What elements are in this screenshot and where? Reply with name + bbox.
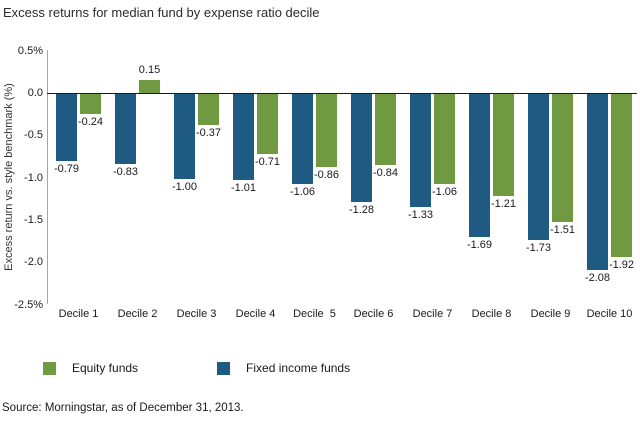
y-tick-label: -2.0 bbox=[24, 256, 43, 269]
bar-value-label: 0.15 bbox=[138, 64, 161, 77]
x-axis-label: Decile 10 bbox=[586, 308, 633, 320]
bar-value-label: -0.79 bbox=[53, 162, 80, 175]
bar-value-label: -0.83 bbox=[112, 166, 139, 179]
y-axis-line bbox=[47, 50, 48, 304]
fixed-income-bar-decile-2 bbox=[115, 94, 136, 165]
equity-bar-decile-10 bbox=[611, 94, 632, 257]
bar-value-label: -1.28 bbox=[348, 204, 375, 217]
fixed-income-funds-swatch bbox=[217, 361, 231, 375]
y-tick-label: 0.5% bbox=[17, 44, 43, 57]
bar-value-label: -1.73 bbox=[525, 242, 552, 255]
x-axis-label: Decile 9 bbox=[530, 308, 571, 320]
bar-value-label: -1.69 bbox=[466, 239, 493, 252]
x-axis-label: Decile 2 bbox=[117, 308, 158, 320]
bar-value-label: -1.01 bbox=[230, 181, 257, 194]
y-tick-label: -1.5 bbox=[24, 214, 43, 226]
bar-value-label: -1.00 bbox=[171, 180, 198, 193]
equity-funds-swatch bbox=[43, 361, 56, 375]
equity-bar-decile-2 bbox=[139, 80, 160, 93]
fixed-income-bar-decile-10 bbox=[587, 94, 608, 271]
fixed-income-bar-decile-6 bbox=[351, 94, 372, 203]
legend-label: Fixed income funds bbox=[246, 361, 351, 375]
source-note: Source: Morningstar, as of December 31, … bbox=[2, 402, 244, 414]
fixed-income-bar-decile-8 bbox=[469, 94, 490, 238]
x-axis-label: Decile 8 bbox=[471, 308, 512, 320]
x-axis-label: Decile 3 bbox=[176, 308, 217, 320]
bar-value-label: -0.86 bbox=[313, 168, 340, 181]
x-axis-label: Decile 6 bbox=[353, 308, 394, 320]
x-axis-label: Decile 5 bbox=[293, 308, 336, 320]
bar-value-label: -1.51 bbox=[549, 223, 576, 236]
y-axis-title: Excess return vs. style benchmark (%) bbox=[3, 83, 15, 271]
equity-bar-decile-3 bbox=[198, 94, 219, 126]
bar-value-label: -1.33 bbox=[407, 208, 434, 221]
bar-value-label: -0.37 bbox=[195, 127, 222, 140]
equity-bar-decile-5 bbox=[316, 94, 337, 167]
fixed-income-bar-decile-5 bbox=[292, 94, 313, 184]
fixed-income-bar-decile-1 bbox=[56, 94, 77, 161]
bar-value-label: -0.71 bbox=[254, 156, 281, 169]
equity-bar-decile-1 bbox=[80, 94, 101, 115]
y-tick-label: -0.5 bbox=[24, 129, 43, 142]
legend: Equity funds Fixed income funds bbox=[43, 361, 350, 375]
equity-bar-decile-9 bbox=[552, 94, 573, 222]
y-tick-label: -1.0 bbox=[24, 171, 43, 184]
equity-bar-decile-7 bbox=[434, 94, 455, 184]
bar-value-label: -1.21 bbox=[490, 198, 517, 211]
fixed-income-bar-decile-7 bbox=[410, 94, 431, 207]
chart-title: Excess returns for median fund by expens… bbox=[3, 5, 320, 20]
fixed-income-bar-decile-3 bbox=[174, 94, 195, 179]
legend-item-fixed-income-funds: Fixed income funds bbox=[217, 361, 350, 375]
legend-item-equity-funds: Equity funds bbox=[43, 361, 138, 375]
bar-value-label: -2.08 bbox=[584, 272, 611, 285]
equity-bar-decile-4 bbox=[257, 94, 278, 155]
equity-bar-decile-8 bbox=[493, 94, 514, 197]
bar-value-label: -1.06 bbox=[431, 185, 458, 198]
bar-value-label: -0.84 bbox=[372, 167, 399, 180]
bar-value-label: -0.24 bbox=[77, 116, 104, 129]
x-axis-label: Decile 1 bbox=[58, 308, 99, 320]
equity-bar-decile-6 bbox=[375, 94, 396, 166]
bar-value-label: -1.06 bbox=[289, 185, 316, 198]
zero-baseline bbox=[47, 93, 637, 94]
x-axis-label: Decile 4 bbox=[235, 308, 276, 320]
fixed-income-bar-decile-9 bbox=[528, 94, 549, 241]
y-tick-label: 0.0 bbox=[27, 87, 43, 99]
bar-value-label: -1.92 bbox=[608, 258, 635, 271]
x-axis-label: Decile 7 bbox=[412, 308, 453, 320]
legend-label: Equity funds bbox=[72, 361, 139, 375]
fixed-income-bar-decile-4 bbox=[233, 94, 254, 180]
y-tick-label: -2.5% bbox=[14, 298, 43, 311]
